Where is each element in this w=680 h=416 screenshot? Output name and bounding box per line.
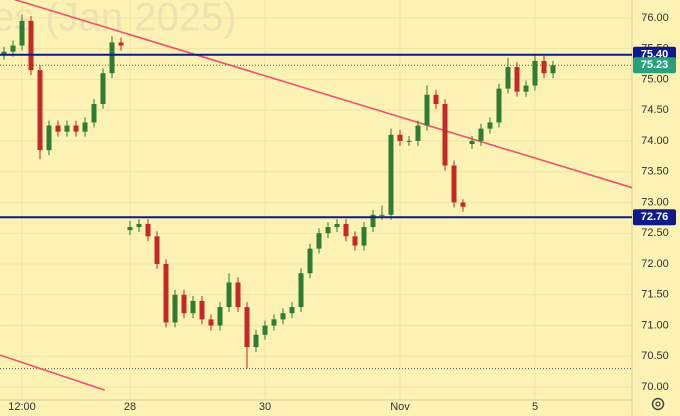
candle-body — [415, 125, 421, 141]
candle-body — [253, 334, 259, 348]
candle-body — [334, 224, 340, 228]
y-tick-label: 75.00 — [641, 73, 669, 85]
candle-body — [307, 248, 313, 274]
x-tick-label: 28 — [124, 401, 136, 413]
y-tick-label: 70.00 — [641, 381, 669, 393]
price-tag-label: 75.23 — [641, 59, 669, 71]
candle-body — [505, 67, 511, 89]
candle-body — [451, 165, 457, 203]
candle-body — [460, 202, 466, 207]
candle-body — [262, 325, 268, 335]
candle-body — [523, 85, 529, 92]
candle-body — [343, 224, 349, 237]
trend-line — [0, 354, 106, 391]
candle-body — [1, 51, 7, 55]
candle-body — [424, 94, 430, 126]
candle-body — [145, 224, 151, 237]
candle-body — [73, 125, 79, 132]
candle-body — [514, 67, 520, 92]
price-tag — [633, 57, 676, 74]
candle-body — [388, 134, 394, 215]
candle-body — [244, 307, 250, 348]
candle-body — [100, 73, 106, 104]
candle-body — [64, 125, 70, 132]
gear[interactable] — [651, 397, 665, 411]
y-tick-label: 74.00 — [641, 135, 669, 147]
candle-body — [208, 319, 214, 326]
candle-body — [487, 122, 493, 129]
candle-body — [127, 227, 133, 231]
candle-body — [181, 294, 187, 314]
candle-body — [478, 128, 484, 141]
y-tick-label: 70.50 — [641, 350, 669, 362]
price-tag-label: 72.76 — [641, 211, 669, 223]
candle-body — [226, 282, 232, 308]
candle-body — [199, 300, 205, 320]
candle-body — [154, 236, 160, 264]
trend-line — [13, 0, 632, 189]
candle-body — [109, 42, 115, 74]
candle-body — [271, 319, 277, 326]
candle-body — [118, 42, 124, 46]
candle-body — [46, 125, 52, 151]
x-tick-label: 30 — [259, 401, 271, 413]
gear-hub[interactable] — [655, 401, 661, 407]
y-tick-label: 71.50 — [641, 289, 669, 301]
candle-body — [406, 140, 412, 142]
y-tick-label: 73.00 — [641, 196, 669, 208]
candle-body — [379, 214, 385, 216]
candle-body — [397, 134, 403, 141]
candle-body — [325, 227, 331, 234]
x-tick-label: Nov — [390, 401, 410, 413]
candle-body — [370, 214, 376, 228]
y-tick-label: 73.50 — [641, 166, 669, 178]
candle-body — [136, 224, 142, 228]
candle-body — [433, 94, 439, 104]
candle-body — [298, 273, 304, 308]
candle-body — [316, 233, 322, 249]
y-tick-label: 74.50 — [641, 104, 669, 116]
candle-body — [37, 70, 43, 151]
candle-body — [550, 65, 556, 74]
candle-body — [352, 236, 358, 246]
candle-body — [172, 294, 178, 323]
y-tick-label: 72.50 — [641, 227, 669, 239]
candle-body — [190, 300, 196, 314]
candle-body — [10, 45, 16, 52]
candle-body — [82, 122, 88, 132]
price-tag — [633, 209, 676, 226]
y-tick-label: 72.00 — [641, 258, 669, 270]
candle-body — [361, 227, 367, 246]
candle-body — [235, 282, 241, 308]
candle-body — [217, 307, 223, 326]
candle-body — [496, 88, 502, 123]
y-tick-label: 76.00 — [641, 12, 669, 24]
candle-body — [469, 140, 475, 144]
candle-body — [19, 20, 25, 46]
candle-body — [163, 264, 169, 323]
candle-body — [91, 104, 97, 123]
candle-body — [532, 60, 538, 86]
candle-body — [280, 313, 286, 320]
candle-body — [541, 60, 547, 74]
candle-body — [289, 307, 295, 314]
x-tick-label: 5 — [532, 401, 538, 413]
x-tick-label: 12:00 — [8, 401, 36, 413]
plot-area — [0, 0, 632, 400]
y-tick-label: 71.00 — [641, 319, 669, 331]
candle-body — [28, 20, 34, 71]
candle-body — [442, 104, 448, 166]
candle-body — [55, 125, 61, 132]
settings-icon[interactable] — [651, 397, 665, 411]
